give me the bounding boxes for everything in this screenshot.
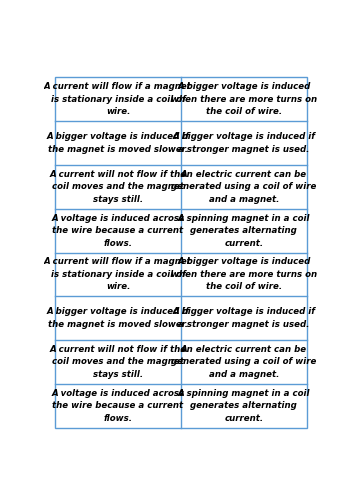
Text: A current will not flow if the
coil moves and the magnet
stays still.: A current will not flow if the coil move… [49,170,186,204]
Text: A spinning magnet in a coil
generates alternating
current.: A spinning magnet in a coil generates al… [178,389,310,423]
Text: A bigger voltage is induced if
the magnet is moved slower.: A bigger voltage is induced if the magne… [47,308,190,329]
Text: A current will not flow if the
coil moves and the magnet
stays still.: A current will not flow if the coil move… [49,345,186,379]
Text: A bigger voltage is induced
when there are more turns on
the coil of wire.: A bigger voltage is induced when there a… [171,82,317,116]
Text: An electric current can be
generated using a coil of wire
and a magnet.: An electric current can be generated usi… [171,170,317,204]
Text: A bigger voltage is induced if
a stronger magnet is used.: A bigger voltage is induced if a stronge… [172,308,315,329]
Text: A voltage is induced across
the wire because a current
flows.: A voltage is induced across the wire bec… [52,214,185,248]
Text: A bigger voltage is induced if
a stronger magnet is used.: A bigger voltage is induced if a stronge… [172,132,315,154]
Text: A current will flow if a magnet
is stationary inside a coil of
wire.: A current will flow if a magnet is stati… [44,258,192,292]
Text: A current will flow if a magnet
is stationary inside a coil of
wire.: A current will flow if a magnet is stati… [44,82,192,116]
Text: A bigger voltage is induced if
the magnet is moved slower.: A bigger voltage is induced if the magne… [47,132,190,154]
Text: A voltage is induced across
the wire because a current
flows.: A voltage is induced across the wire bec… [52,389,185,423]
Text: A spinning magnet in a coil
generates alternating
current.: A spinning magnet in a coil generates al… [178,214,310,248]
Text: An electric current can be
generated using a coil of wire
and a magnet.: An electric current can be generated usi… [171,345,317,379]
Text: A bigger voltage is induced
when there are more turns on
the coil of wire.: A bigger voltage is induced when there a… [171,258,317,292]
